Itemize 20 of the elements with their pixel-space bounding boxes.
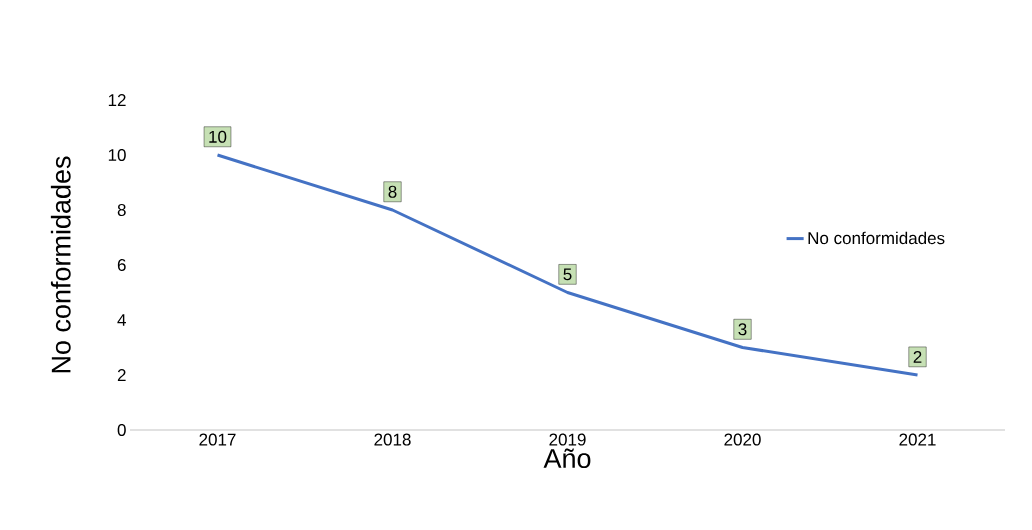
x-axis-title: Año (543, 448, 591, 469)
x-tick-label: 2019 (549, 433, 586, 446)
y-tick-label: 12 (108, 94, 126, 106)
y-tick-label: 8 (117, 203, 126, 217)
legend-label: No conformidades (808, 231, 945, 245)
x-tick-label: 2021 (899, 433, 936, 446)
x-tick-label: 2017 (199, 433, 236, 446)
x-tick-label: 2018 (374, 433, 411, 446)
y-tick-label: 10 (108, 148, 126, 162)
data-label: 2 (913, 350, 922, 363)
data-label: 8 (388, 185, 397, 198)
y-tick-label: 2 (117, 369, 126, 381)
y-tick-label: 4 (117, 314, 126, 326)
data-label: 3 (738, 323, 747, 336)
y-axis-title: No conformidades (50, 156, 71, 373)
y-tick-label: 6 (117, 258, 126, 272)
data-label: 10 (209, 130, 227, 143)
y-tick-label: 0 (117, 423, 126, 437)
data-label: 5 (563, 268, 572, 281)
x-tick-label: 2020 (724, 433, 761, 446)
